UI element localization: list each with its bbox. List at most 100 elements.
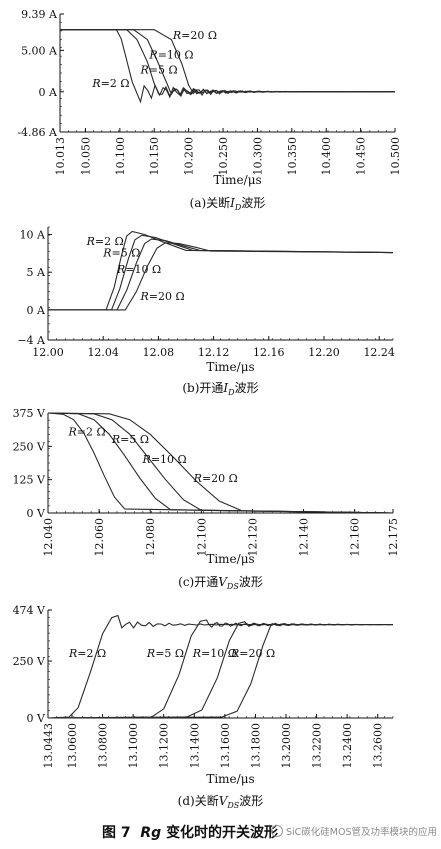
series-line-r2 [47,412,394,514]
panel-caption: (a)关断ID波形 [190,195,266,212]
x-tick-label: 13.1200 [158,723,171,769]
x-tick-label: 12.120 [246,518,259,557]
x-tick-label: 10.250 [217,137,230,176]
series-label: R=10 Ω [192,647,237,660]
chart-panel-1: -4.86 A 0 A 5.00 A 9.39 A 10.013 10.050 10.100… [17,8,402,212]
x-tick-label: 10.200 [183,137,196,176]
x-tick-label: 13.2200 [311,723,324,769]
y-tick-label: 10 A [20,229,46,242]
x-tick-label: 13.1600 [219,723,232,769]
x-tick-label: 10.400 [320,137,333,176]
series-label: R=2 Ω [86,235,124,248]
series-label: R=5 Ω [146,647,184,660]
figure-title-suffix: 变化时的开关波形 [166,825,279,841]
x-tick-label: 13.1400 [188,723,201,769]
x-tick-label: 12.100 [195,518,208,557]
series-label: R=5 Ω [102,246,140,259]
x-tick-label: 13.0600 [66,723,79,769]
series-line-r20 [47,622,393,719]
y-tick-label: 474 V [13,604,46,617]
x-tick-label: 12.040 [42,518,55,557]
y-tick-label: 5.00 A [21,44,58,57]
series-label: R=5 Ω [139,64,177,77]
series-label: R=5 Ω [111,433,149,446]
series-label: R=20 Ω [193,472,238,485]
x-tick-label: 12.160 [349,518,362,557]
x-tick-label: 12.080 [144,518,157,557]
y-tick-label: 0 V [27,507,46,520]
x-tick-label: 10.013 [54,137,67,176]
y-tick-label: −4 A [17,334,46,347]
x-tick-label: 10.100 [114,137,127,176]
x-axis-label: Time/μs [213,173,261,187]
x-tick-label: 10.150 [148,137,161,176]
x-tick-label: 13.2000 [280,723,293,769]
x-tick-label: 12.12 [198,346,230,359]
watermark-text: SiC碳化硅MOS管及功率模块的应用 [285,827,437,838]
chart-panel-4: 0 V 250 V 474 V 13.0443 13.0600 13.0800 13.100… [13,604,394,810]
x-tick-label: 12.20 [308,346,340,359]
figure-title: 图 7 Rg 变化时的开关波形 [102,822,278,842]
series-label: R=20 Ω [172,29,217,42]
series-line-r20 [60,29,395,97]
panel-caption: (c)开通VDS波形 [178,575,263,591]
y-tick-label: -4.86 A [17,126,58,139]
y-tick-label: 250 V [13,440,46,453]
series-label: R=10 Ω [148,49,193,62]
y-tick-label: 0 V [27,712,46,725]
x-tick-label: 10.450 [355,137,368,176]
figure-footer: 图 7 Rg 变化时的开关波形 SiC碳化硅MOS管及功率模块的应用 [0,812,441,849]
series-line-r2 [60,29,396,104]
series-label: R=10 Ω [116,263,161,276]
x-tick-label: 13.0800 [97,723,110,769]
series-label: R=2 Ω [91,77,129,90]
x-tick-label: 12.24 [363,346,395,359]
panel-caption: (d)关断VDS波形 [178,793,264,810]
x-tick-label: 13.1800 [249,723,262,769]
y-tick-label: 0 A [27,304,46,317]
series-line-r5 [48,234,394,311]
series-label: R=20 Ω [139,290,184,303]
y-tick-label: 250 V [13,655,46,668]
x-tick-label: 10.500 [389,137,402,176]
series-line-r10 [48,238,394,311]
x-tick-label: 12.175 [387,518,400,557]
figure-title-prefix: 图 7 [102,825,131,841]
series-label: R=2 Ω [68,647,106,660]
panel-caption: (b)开通ID波形 [182,381,258,397]
x-tick-label: 13.1000 [127,723,140,769]
wechat-icon [270,825,283,837]
y-tick-label: 125 V [13,474,46,487]
series-line-r10 [47,412,394,514]
x-axis-label: Time/μs [206,772,254,786]
x-tick-label: 12.060 [93,518,106,557]
chart-panel-3: 0 V 125 V 250 V 375 V 12.040 12.060 12.080 12.1… [13,407,400,591]
watermark: SiC碳化硅MOS管及功率模块的应用 [270,824,437,838]
series-line-r5 [47,412,394,514]
x-tick-label: 12.16 [253,346,285,359]
x-tick-label: 13.2400 [341,723,354,769]
series-line-r10 [47,621,393,719]
series-label: R=10 Ω [142,453,187,466]
x-tick-label: 12.00 [32,346,64,359]
x-tick-label: 12.08 [143,346,175,359]
x-tick-label: 12.140 [298,518,311,557]
series-line-r2 [48,230,394,311]
y-tick-label: 9.39 A [21,8,58,21]
series-label: R=20 Ω [230,647,275,660]
x-tick-label: 10.350 [286,137,299,176]
x-axis-label: Time/μs [206,552,254,566]
figure-title-var: Rg [140,825,162,841]
series-label: R=2 Ω [67,426,105,439]
x-tick-label: 13.0443 [42,723,55,769]
x-tick-label: 10.300 [251,137,264,176]
series-line-r20 [48,242,394,311]
x-tick-label: 12.04 [87,346,119,359]
chart-panel-2: −4 A 0 A 5 A 10 A 12.00 12.04 12.08 12.12 12.16 1… [17,226,395,397]
series-line-r20 [47,412,394,514]
x-axis-label: Time/μs [206,360,254,374]
y-tick-label: 375 V [13,407,46,420]
x-tick-label: 13.2600 [372,723,385,769]
x-tick-label: 10.050 [79,137,92,176]
